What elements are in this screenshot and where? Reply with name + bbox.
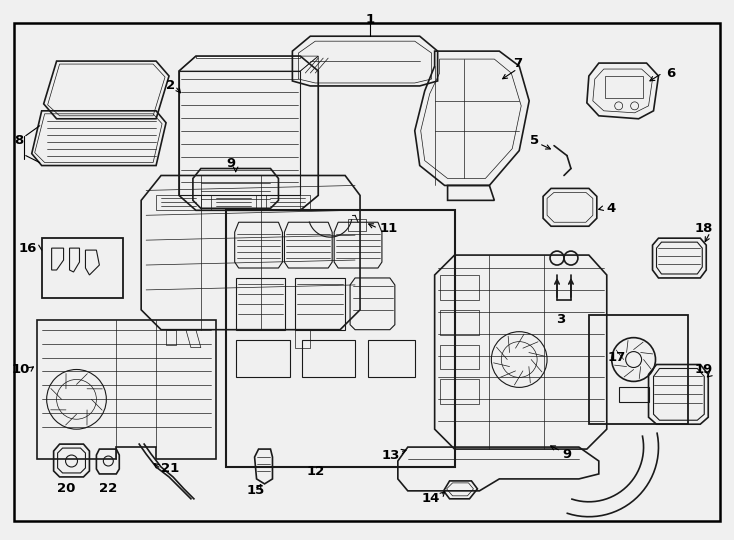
Text: 8: 8 [15,134,23,147]
Text: 22: 22 [99,482,117,495]
Text: 10: 10 [11,363,30,376]
Text: 9: 9 [562,448,572,461]
Text: 5: 5 [530,134,539,147]
Text: 12: 12 [306,465,324,478]
Text: 16: 16 [18,241,37,255]
Bar [42,238,123,298]
Polygon shape [196,56,300,58]
Bar [619,387,649,402]
Text: 15: 15 [247,484,265,497]
Text: 13: 13 [382,449,400,462]
Text: 17: 17 [608,351,626,364]
Text: 1: 1 [366,13,374,26]
Bar [589,315,688,424]
Text: 14: 14 [421,492,440,505]
Text: 21: 21 [161,462,179,476]
Bar [226,210,454,467]
Bar [348,219,366,231]
Text: 2: 2 [166,79,175,92]
Text: 3: 3 [556,313,566,326]
Text: 20: 20 [57,482,76,495]
Text: 7: 7 [512,57,522,70]
Bar [179,71,300,195]
Bar [605,76,642,98]
Text: 18: 18 [695,222,713,235]
Text: 11: 11 [380,222,398,235]
Text: 4: 4 [607,202,616,215]
Text: 19: 19 [695,363,713,376]
Text: 9: 9 [226,157,236,170]
Text: 6: 6 [666,66,676,79]
